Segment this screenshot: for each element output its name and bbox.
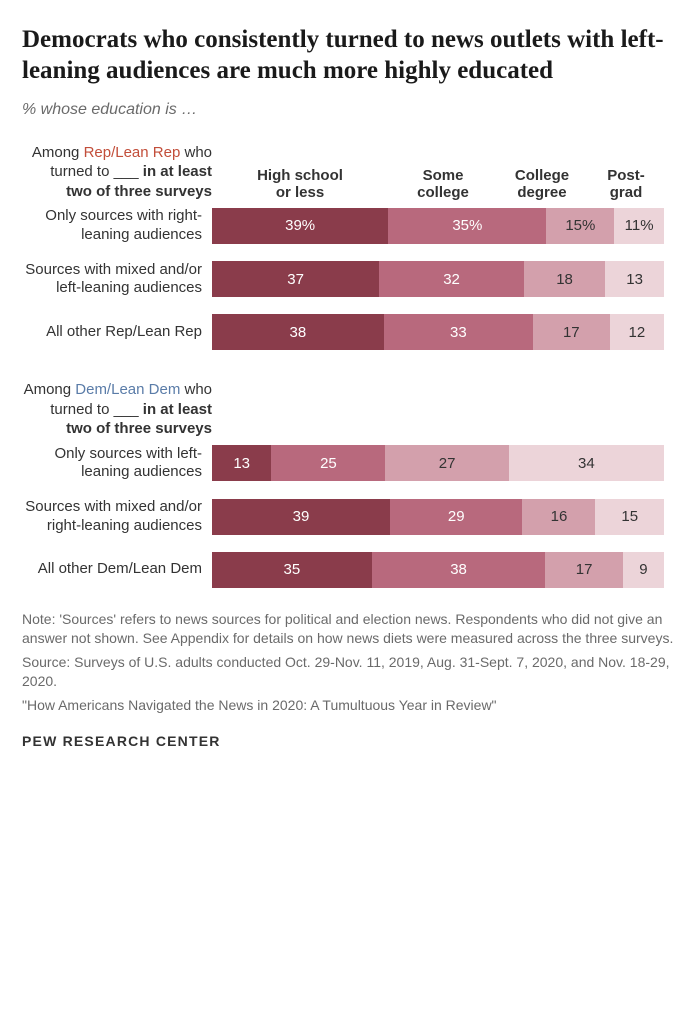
row-label: Only sources with right-leaning audience…	[22, 207, 212, 245]
chart-notes: Note: 'Sources' refers to news sources f…	[22, 610, 676, 716]
row-label: Only sources with left-leaning audiences	[22, 445, 212, 483]
chart-row: Only sources with right-leaning audience…	[22, 207, 676, 245]
footer-attribution: PEW RESEARCH CENTER	[22, 733, 676, 749]
bar-segment: 25	[271, 445, 385, 481]
bar-segment: 37	[212, 261, 379, 297]
stacked-bar: 39%35%15%11%	[212, 208, 664, 244]
bar-segment: 39	[212, 499, 390, 535]
chart-subtitle: % whose education is …	[22, 101, 676, 119]
bar-segment: 13	[605, 261, 664, 297]
chart-row: Only sources with left-leaning audiences…	[22, 445, 676, 483]
bar-segment: 33	[384, 314, 533, 350]
bar-segment: 12	[610, 314, 664, 350]
bar-segment: 32	[379, 261, 524, 297]
column-header: High schoolor less	[230, 167, 370, 202]
party-rep-label: Rep/Lean Rep	[84, 144, 181, 161]
bar-segment: 35	[212, 552, 372, 588]
bar-segment: 18	[524, 261, 605, 297]
row-label: All other Dem/Lean Dem	[22, 560, 212, 579]
row-label: Sources with mixed and/or left-leaning a…	[22, 261, 212, 299]
bar-segment: 17	[545, 552, 623, 588]
bar-segment: 34	[509, 445, 664, 481]
bar-segment: 38	[212, 314, 384, 350]
stacked-bar: 37321813	[212, 261, 664, 297]
chart-area: Among Rep/Lean Rep who turned to ___ in …	[22, 143, 676, 588]
row-label: All other Rep/Lean Rep	[22, 323, 212, 342]
stacked-bar: 13252734	[212, 445, 664, 481]
bar-segment: 39%	[212, 208, 388, 244]
bar-segment: 38	[372, 552, 545, 588]
column-header: Collegedegree	[502, 167, 582, 202]
bar-segment: 13	[212, 445, 271, 481]
stacked-bar: 38331712	[212, 314, 664, 350]
bar-segment: 27	[385, 445, 508, 481]
bar-segment: 15	[595, 499, 663, 535]
chart-row: Sources with mixed and/or right-leaning …	[22, 498, 676, 536]
party-dem-label: Dem/Lean Dem	[75, 381, 180, 398]
stacked-bar: 3538179	[212, 552, 664, 588]
chart-row: All other Rep/Lean Rep38331712	[22, 314, 676, 350]
chart-row: Sources with mixed and/or left-leaning a…	[22, 261, 676, 299]
column-header: Post-grad	[596, 167, 656, 202]
note-line: Note: 'Sources' refers to news sources f…	[22, 610, 676, 649]
section2-header: Among Dem/Lean Dem who turned to ___ in …	[22, 380, 212, 439]
bar-segment: 17	[533, 314, 610, 350]
bar-segment: 29	[390, 499, 522, 535]
bar-segment: 9	[623, 552, 664, 588]
bar-segment: 35%	[388, 208, 546, 244]
stacked-bar: 39291615	[212, 499, 664, 535]
chart-title: Democrats who consistently turned to new…	[22, 24, 676, 87]
bar-segment: 11%	[614, 208, 664, 244]
column-header: Somecollege	[398, 167, 488, 202]
section1-rows: Only sources with right-leaning audience…	[22, 207, 676, 350]
column-headers: High schoolor less Somecollege Collegedegr…	[22, 167, 676, 207]
note-line: "How Americans Navigated the News in 202…	[22, 696, 676, 716]
bar-segment: 16	[522, 499, 595, 535]
row-label: Sources with mixed and/or right-leaning …	[22, 498, 212, 536]
note-line: Source: Surveys of U.S. adults conducted…	[22, 653, 676, 692]
section2-rows: Only sources with left-leaning audiences…	[22, 445, 676, 588]
bar-segment: 15%	[546, 208, 614, 244]
chart-row: All other Dem/Lean Dem3538179	[22, 552, 676, 588]
